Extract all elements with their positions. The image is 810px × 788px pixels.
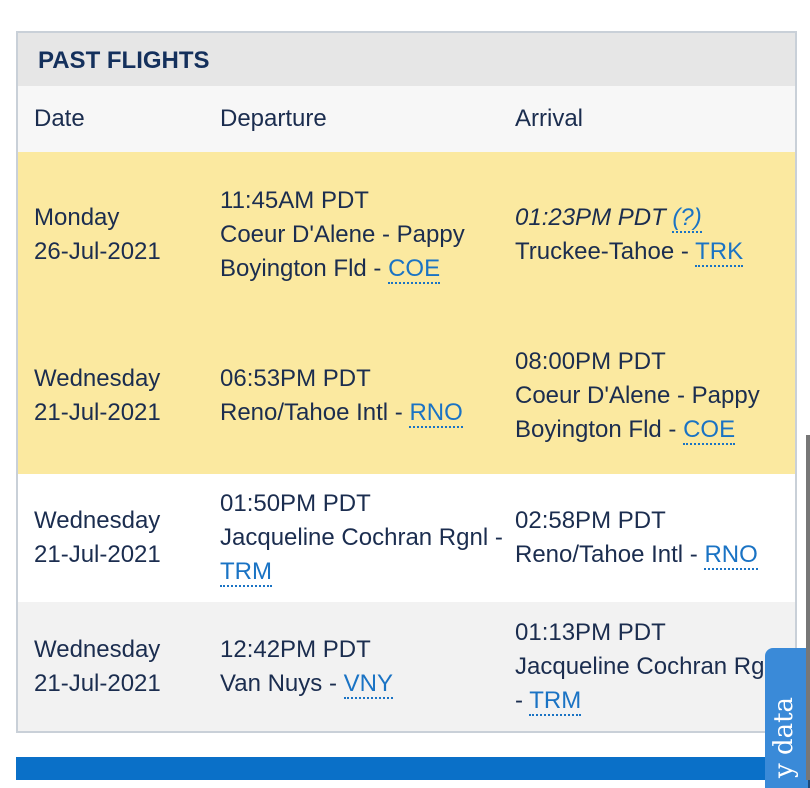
departure-cell: 12:42PM PDT Van Nuys - VNY [220,602,515,731]
date-cell: Wednesday 21-Jul-2021 [18,318,220,474]
departure-time: 11:45AM PDT [220,187,369,214]
date-cell: Monday 26-Jul-2021 [18,152,220,318]
feedback-tab[interactable]: y data [765,648,810,788]
arrival-time: 02:58PM PDT [515,507,666,534]
departure-airport: Reno/Tahoe Intl - [220,399,410,426]
table-row: Wednesday 21-Jul-2021 06:53PM PDT Reno/Tah… [18,318,795,474]
panel-title: PAST FLIGHTS [18,33,795,86]
arrival-airport: Jacqueline Cochran Rgnl - [515,652,784,714]
departure-time: 01:50PM PDT [220,490,371,517]
arrival-code-link[interactable]: TRM [529,686,582,716]
date: 21-Jul-2021 [34,399,161,426]
departure-code-link[interactable]: RNO [409,399,463,428]
day: Monday [34,204,120,231]
arrival-code-link[interactable]: COE [683,416,736,445]
col-date: Date [18,86,220,152]
arrival-cell: 01:23PM PDT (?) Truckee-Tahoe - TRK [515,152,795,318]
arrival-airport: Reno/Tahoe Intl - [515,541,705,568]
date-cell: Wednesday 21-Jul-2021 [18,602,220,731]
scrollbar[interactable] [806,435,810,780]
arrival-cell: 01:13PM PDT Jacqueline Cochran Rgnl - TRM [515,602,795,731]
day: Wednesday [34,365,161,392]
table-row: Wednesday 21-Jul-2021 12:42PM PDT Van Nuys… [18,602,795,731]
departure-airport: Van Nuys - [220,669,344,697]
table-row: Wednesday 21-Jul-2021 01:50PM PDT Jacqueli… [18,474,795,602]
departure-cell: 06:53PM PDT Reno/Tahoe Intl - RNO [220,318,515,474]
arrival-code-link[interactable]: RNO [704,541,758,570]
estimate-help-link[interactable]: (?) [672,204,702,233]
footer-bar [16,757,776,780]
arrival-time: 08:00PM PDT [515,348,666,375]
departure-time: 12:42PM PDT [220,635,371,663]
day: Wednesday [34,635,161,663]
departure-code-link[interactable]: TRM [220,558,272,587]
arrival-time: 01:13PM PDT [515,618,666,646]
arrival-code-link[interactable]: TRK [695,238,744,267]
arrival-cell: 08:00PM PDT Coeur D'Alene - Pappy Boyingt… [515,318,795,474]
arrival-time: 01:23PM PDT [515,204,666,231]
arrival-airport: Truckee-Tahoe - [515,238,696,265]
departure-code-link[interactable]: VNY [343,669,393,699]
day: Wednesday [34,507,161,534]
departure-cell: 11:45AM PDT Coeur D'Alene - Pappy Boyingt… [220,152,515,318]
departure-time: 06:53PM PDT [220,365,371,392]
departure-airport: Coeur D'Alene - Pappy Boyington Fld - [220,221,465,282]
date: 21-Jul-2021 [34,669,161,697]
date: 26-Jul-2021 [34,238,161,265]
col-departure: Departure [220,86,515,152]
arrival-cell: 02:58PM PDT Reno/Tahoe Intl - RNO [515,474,795,602]
departure-cell: 01:50PM PDT Jacqueline Cochran Rgnl - TRM [220,474,515,602]
flights-table: Date Departure Arrival Monday 26-Jul-2021… [18,86,795,731]
departure-airport: Jacqueline Cochran Rgnl - [220,524,503,551]
arrival-airport: Coeur D'Alene - Pappy Boyington Fld - [515,382,760,443]
date: 21-Jul-2021 [34,541,161,568]
date-cell: Wednesday 21-Jul-2021 [18,474,220,602]
col-arrival: Arrival [515,86,795,152]
departure-code-link[interactable]: COE [388,255,441,284]
past-flights-panel: PAST FLIGHTS Date Departure Arrival Mond… [16,31,797,733]
table-row: Monday 26-Jul-2021 11:45AM PDT Coeur D'Ale… [18,152,795,318]
